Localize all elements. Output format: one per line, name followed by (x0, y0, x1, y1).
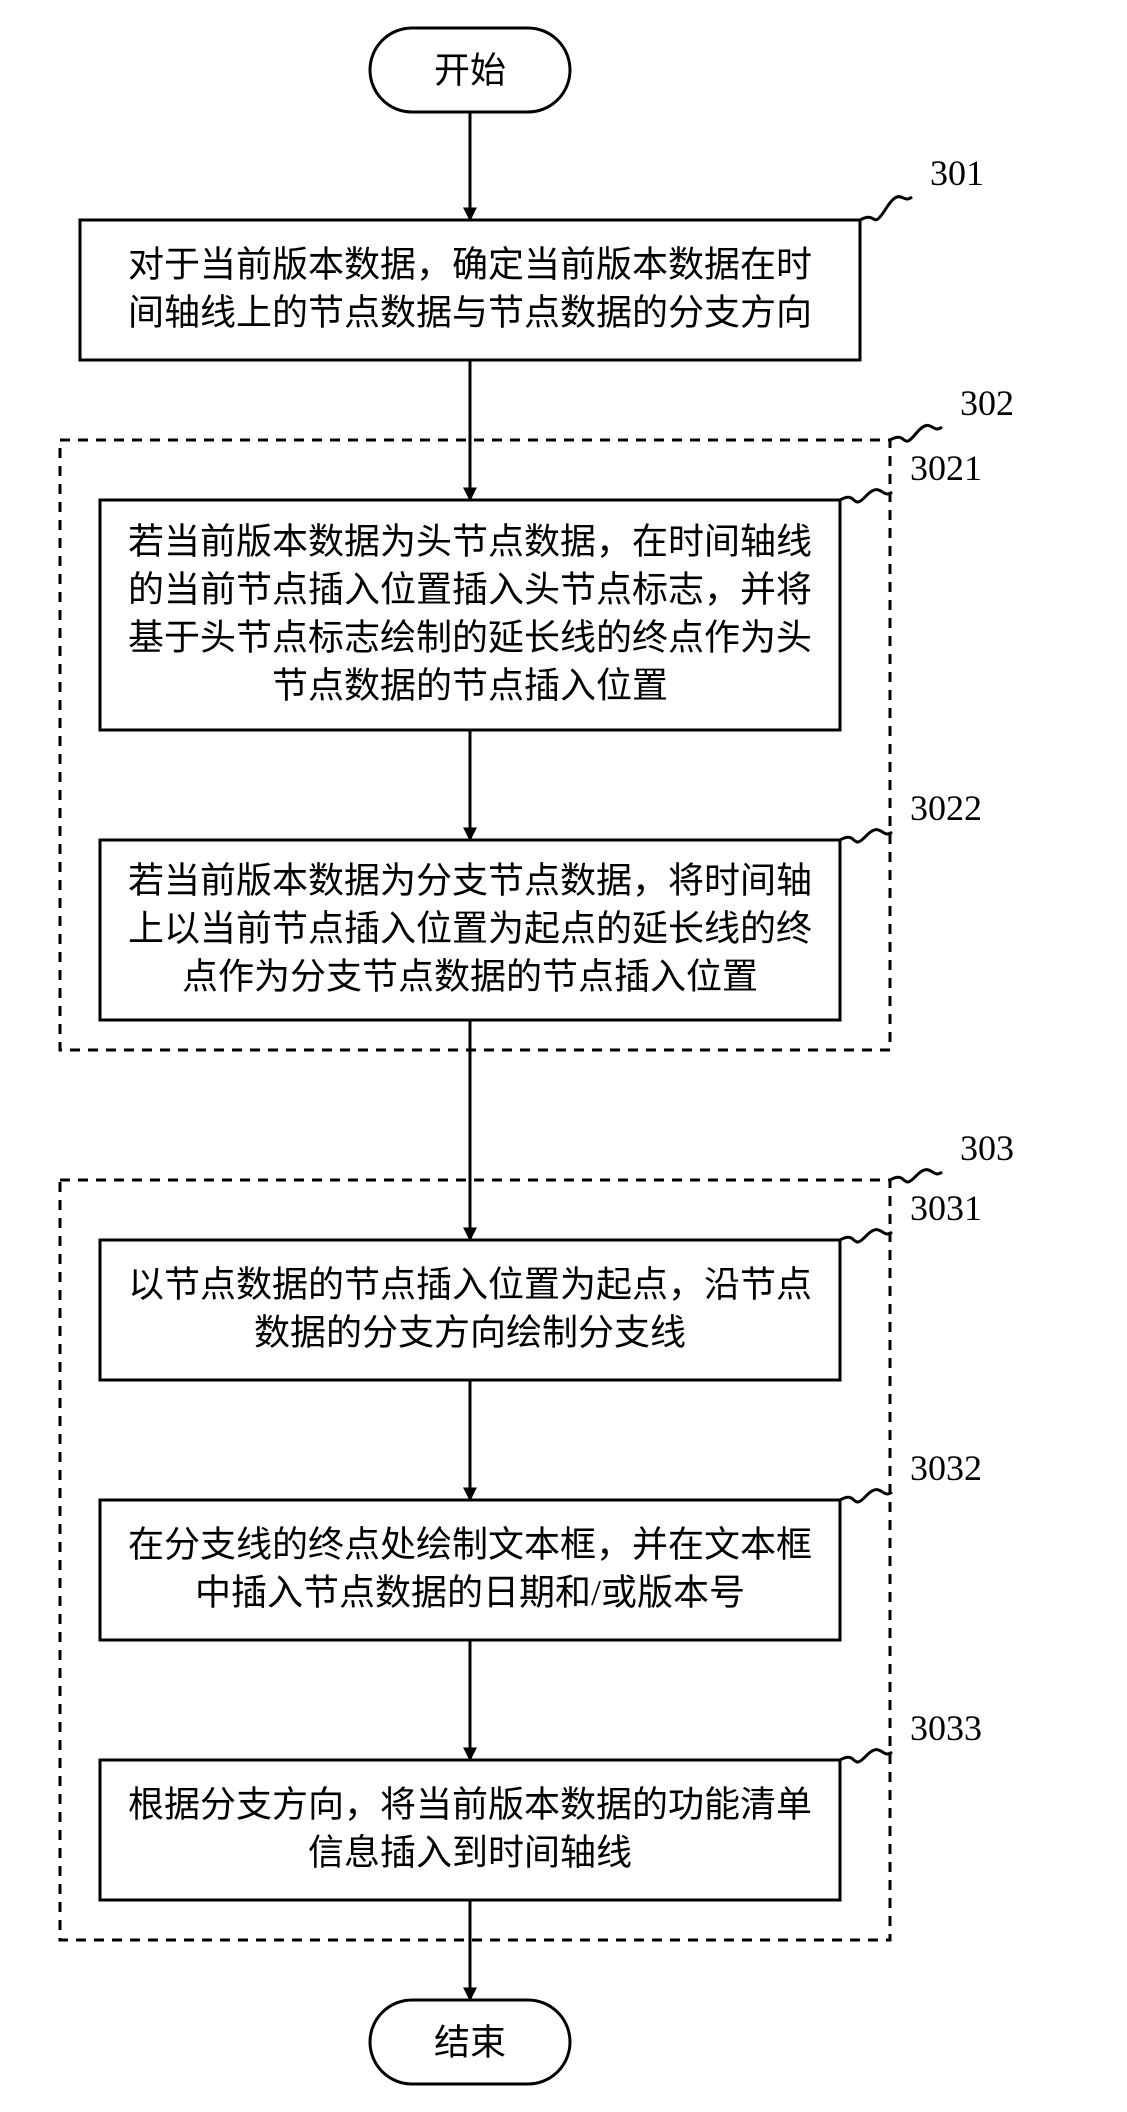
box-b3032-line-0: 在分支线的终点处绘制文本框，并在文本框 (128, 1525, 812, 1565)
leader-s3021 (840, 490, 892, 502)
box-b3022-line-0: 若当前版本数据为分支节点数据，将时间轴 (128, 861, 812, 901)
leader-s3031 (840, 1230, 892, 1242)
box-b3021-line-3: 节点数据的节点插入位置 (272, 666, 668, 706)
leader-s3033 (840, 1750, 892, 1762)
box-b3032 (100, 1500, 840, 1640)
label-l3031: 3031 (910, 1188, 982, 1228)
box-b3033 (100, 1760, 840, 1900)
box-b3021-line-1: 的当前节点插入位置插入头节点标志，并将 (128, 570, 812, 610)
label-l301: 301 (930, 153, 984, 193)
box-b3033-line-1: 信息插入到时间轴线 (308, 1833, 632, 1873)
label-l3033: 3033 (910, 1708, 982, 1748)
label-l302: 302 (960, 383, 1014, 423)
label-l3021: 3021 (910, 448, 982, 488)
box-b3022-line-2: 点作为分支节点数据的节点插入位置 (182, 957, 758, 997)
box-b3031-line-1: 数据的分支方向绘制分支线 (254, 1313, 686, 1353)
leader-s302 (890, 425, 942, 441)
box-b301-line-0: 对于当前版本数据，确定当前版本数据在时 (128, 245, 812, 285)
label-l303: 303 (960, 1128, 1014, 1168)
label-l3022: 3022 (910, 788, 982, 828)
box-b3021-line-0: 若当前版本数据为头节点数据，在时间轴线 (128, 522, 812, 562)
box-b301 (80, 220, 860, 360)
box-b3033-line-0: 根据分支方向，将当前版本数据的功能清单 (128, 1785, 812, 1825)
leader-s3032 (840, 1490, 892, 1502)
box-b301-line-1: 间轴线上的节点数据与节点数据的分支方向 (128, 293, 812, 333)
terminal-end-label: 结束 (434, 2023, 506, 2063)
leader-s3022 (840, 830, 892, 842)
box-b3032-line-1: 中插入节点数据的日期和/或版本号 (195, 1573, 745, 1613)
box-b3021-line-2: 基于头节点标志绘制的延长线的终点作为头 (128, 618, 812, 658)
box-b3031 (100, 1240, 840, 1380)
leader-s303 (890, 1170, 942, 1182)
box-b3031-line-0: 以节点数据的节点插入位置为起点，沿节点 (128, 1265, 812, 1305)
label-l3032: 3032 (910, 1448, 982, 1488)
terminal-start-label: 开始 (434, 51, 506, 91)
leader-s301 (860, 197, 912, 220)
box-b3022-line-1: 上以当前节点插入位置为起点的延长线的终 (128, 909, 812, 949)
